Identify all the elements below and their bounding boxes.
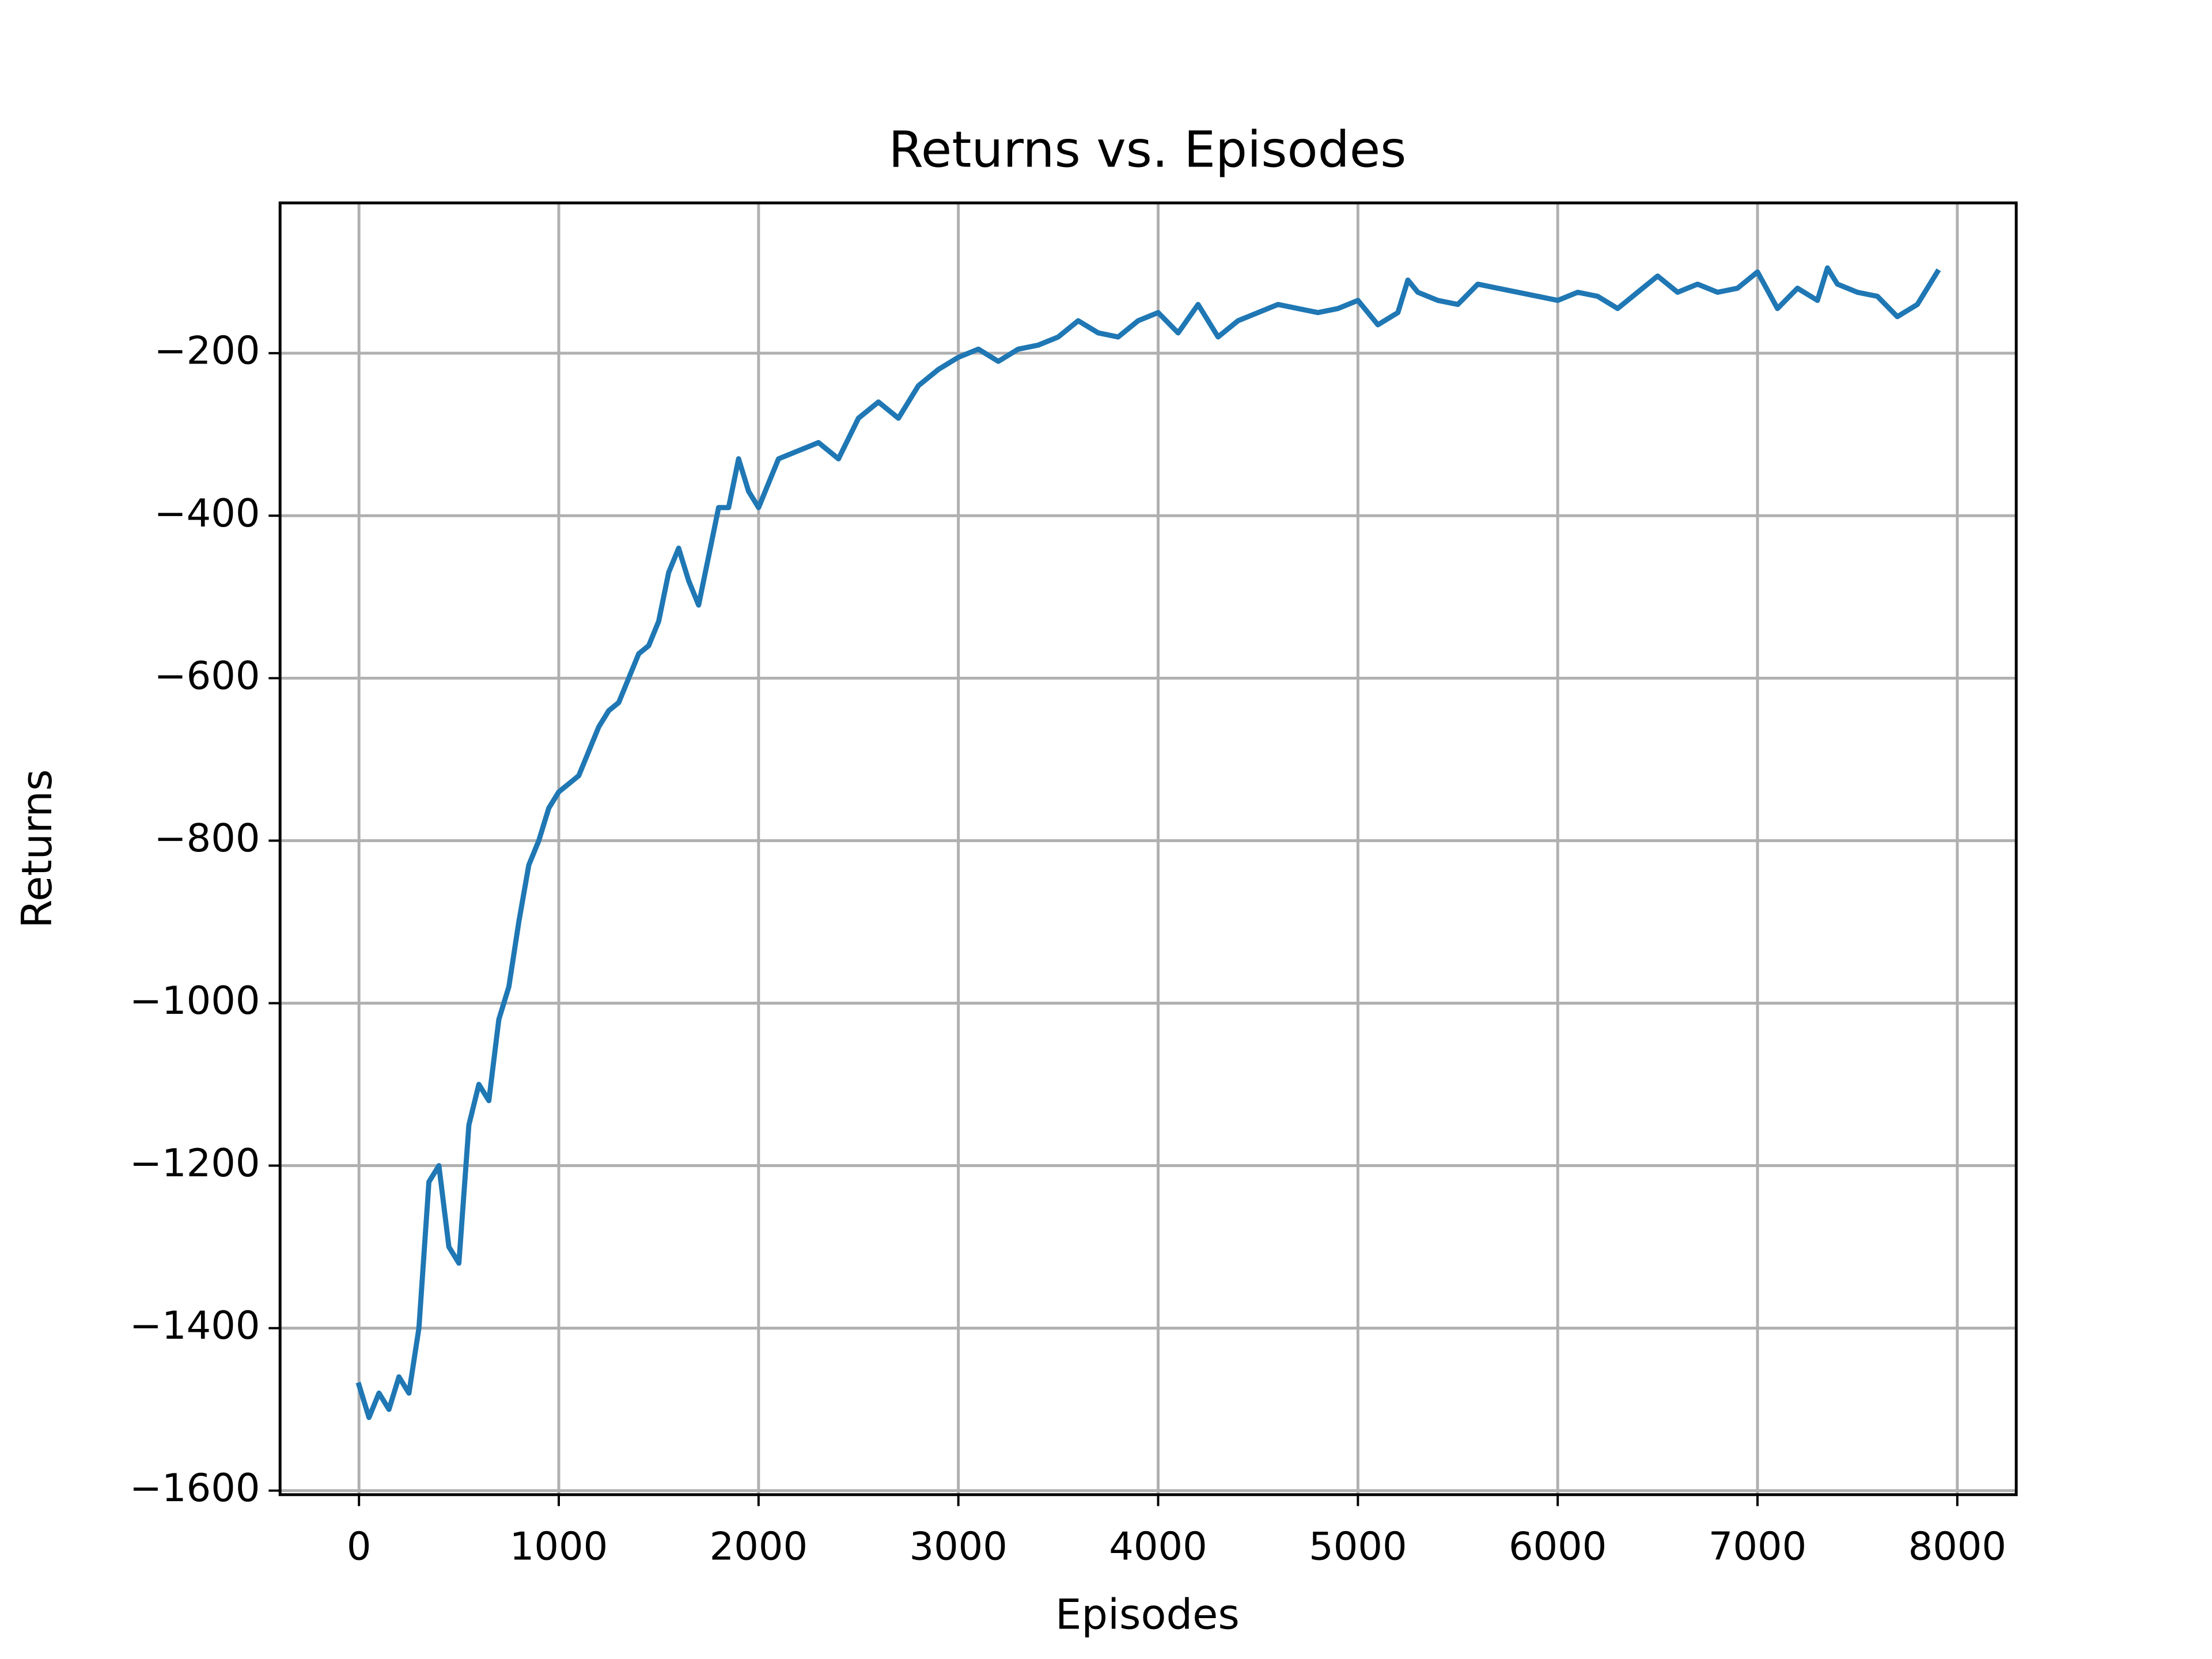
x-tick-label: 7000 [1709, 1524, 1806, 1569]
x-tick-label: 5000 [1309, 1524, 1407, 1569]
y-tick-label: −1200 [130, 1141, 260, 1185]
x-tick-label: 8000 [1908, 1524, 2006, 1569]
x-axis-label: Episodes [1055, 1590, 1240, 1639]
x-tick-label: 2000 [710, 1524, 808, 1569]
y-tick-label: −200 [154, 328, 260, 373]
line-series [355, 265, 1941, 1421]
x-tick-label: 3000 [909, 1524, 1007, 1569]
x-tick-label: 6000 [1509, 1524, 1607, 1569]
y-axis-label: Returns [13, 769, 61, 928]
y-tick-label: −800 [154, 816, 260, 861]
chart-title: Returns vs. Episodes [889, 120, 1407, 179]
plot-frame [278, 201, 2018, 1497]
y-tick-label: −400 [154, 491, 260, 536]
y-tick-label: −600 [154, 653, 260, 698]
x-tick-label: 4000 [1109, 1524, 1207, 1569]
x-tick-label: 0 [347, 1524, 372, 1569]
x-tick-label: 1000 [510, 1524, 608, 1569]
y-tick-label: −1000 [130, 978, 260, 1023]
y-tick-label: −1400 [130, 1303, 260, 1348]
y-tick-label: −1600 [130, 1465, 260, 1510]
